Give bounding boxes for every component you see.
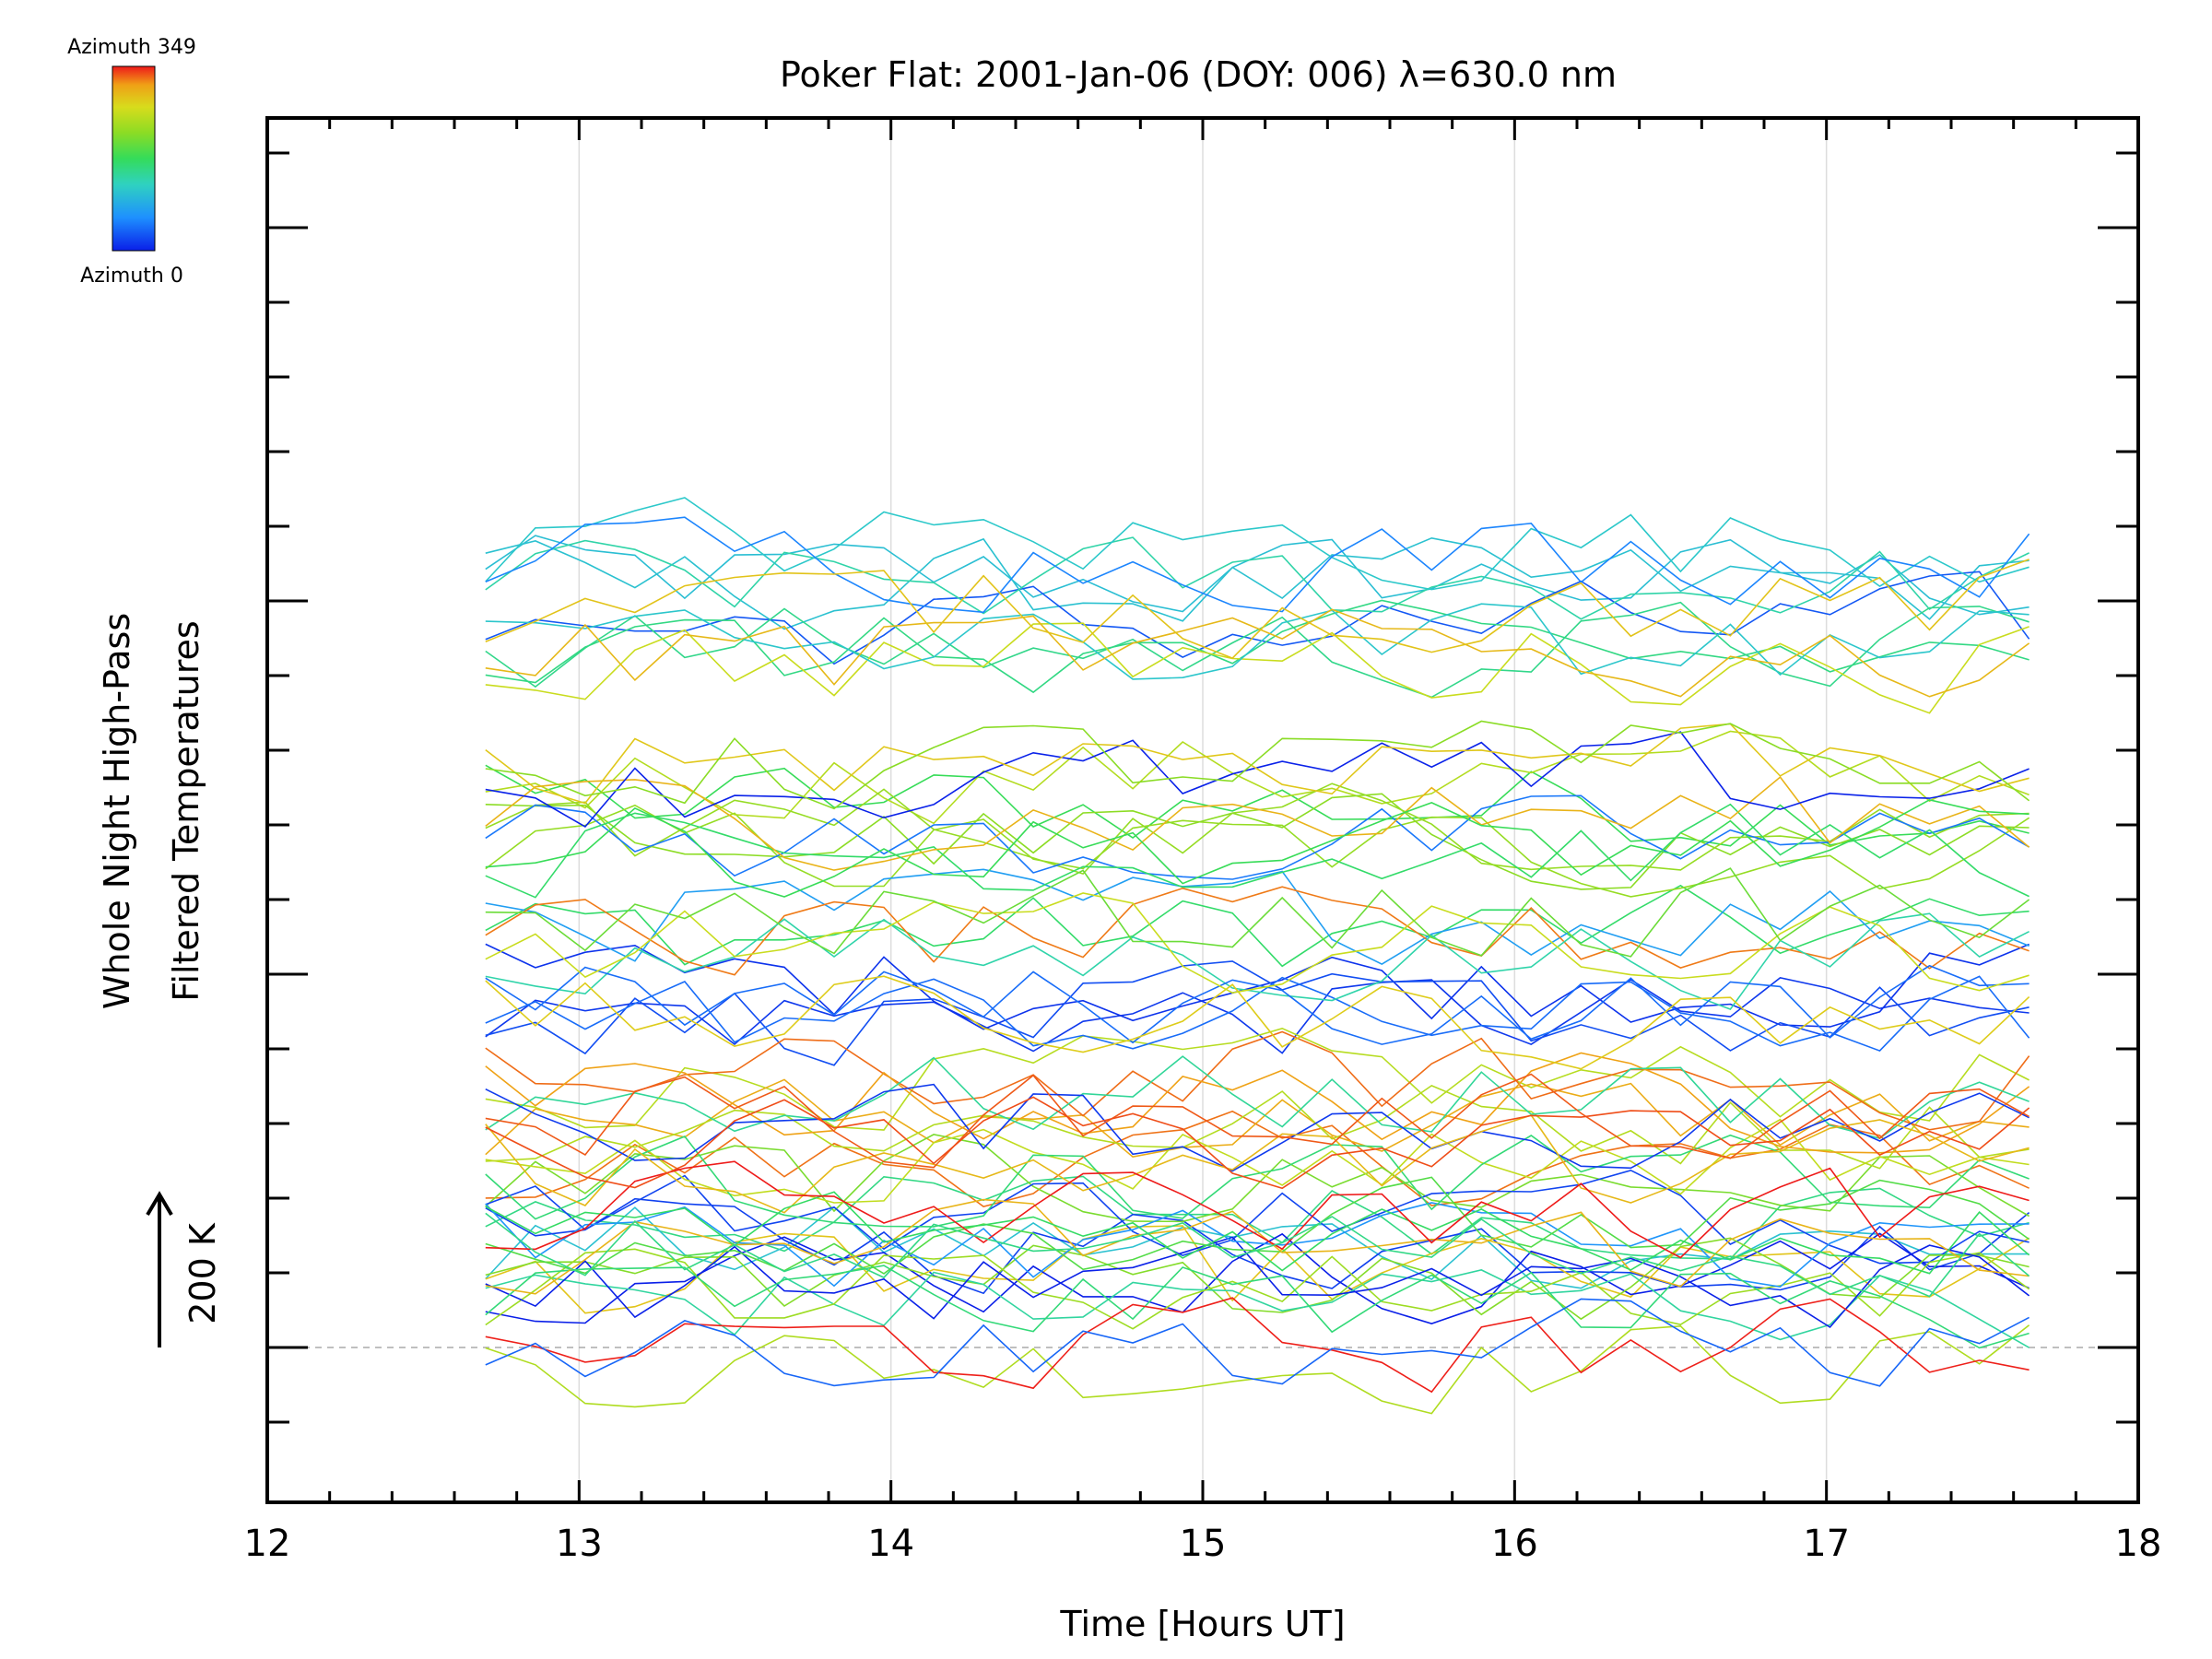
x-gridlines: [578, 118, 1828, 1502]
series-line: [485, 1237, 2030, 1321]
series-line: [485, 1297, 2030, 1394]
series-line: [485, 1324, 2030, 1415]
series-line: [485, 1198, 2030, 1295]
scale-label: 200 K: [182, 1222, 223, 1324]
series-line: [485, 723, 2030, 805]
series-line: [485, 1169, 2030, 1265]
series-line: [485, 1298, 2030, 1387]
x-tick-label: 18: [2115, 1523, 2162, 1565]
series-line: [485, 731, 2030, 829]
scale-indicator: 200 K: [146, 1191, 223, 1347]
series-line: [485, 1134, 2030, 1223]
series-line: [485, 1134, 2030, 1228]
series-line: [485, 1197, 2030, 1295]
axis-ticks: [265, 118, 2140, 1502]
series-group: [485, 497, 2030, 1415]
x-tick-label: 13: [556, 1523, 603, 1565]
series-line: [485, 1248, 2030, 1330]
colorbar-bottom-label: Azimuth 0: [80, 265, 183, 288]
series-line: [485, 975, 2030, 1053]
series-line: [485, 1110, 2030, 1207]
series-line: [485, 764, 2030, 847]
y-axis-label-line1: Whole Night High-Pass: [97, 613, 137, 1009]
series-line: [485, 1052, 2030, 1154]
series-line: [485, 892, 2030, 994]
series-line: [485, 535, 2030, 616]
x-axis-label: Time [Hours UT]: [1059, 1604, 1345, 1644]
series-line: [485, 794, 2030, 880]
series-line: [485, 516, 2030, 614]
series-line: [485, 804, 2030, 898]
series-line: [485, 1096, 2030, 1190]
scale-arrow-head: [146, 1191, 173, 1217]
series-line: [485, 1083, 2030, 1172]
series-line: [485, 603, 2030, 680]
series-line: [485, 497, 2030, 591]
x-tick-label: 15: [1180, 1523, 1227, 1565]
series-line: [485, 975, 2030, 1070]
series-line: [485, 1175, 2030, 1260]
y-axis-label-line2: Filtered Temperatures: [166, 620, 206, 1001]
series-line: [485, 912, 2030, 1010]
series-line: [485, 886, 2030, 976]
series-line: [485, 1078, 2030, 1159]
series-line: [485, 775, 2030, 871]
x-tick-label: 14: [867, 1523, 914, 1565]
x-tick-label: 16: [1491, 1523, 1538, 1565]
series-line: [485, 1202, 2030, 1288]
series-line: [485, 867, 2030, 958]
series-line: [485, 1212, 2030, 1298]
x-tick-labels: 12 13 14 15 16 17 18: [244, 1523, 2162, 1565]
series-line: [485, 1225, 2030, 1314]
series-line: [485, 960, 2030, 1066]
series-line: [485, 559, 2030, 660]
series-line: [485, 964, 2030, 1045]
series-line: [485, 599, 2030, 694]
series-line: [485, 1269, 2030, 1348]
series-line: [485, 1084, 2030, 1170]
series-line: [485, 868, 2030, 966]
colorbar: [112, 65, 156, 252]
series-line: [485, 608, 2030, 698]
series-line: [485, 803, 2030, 899]
colorbar-legend: Azimuth 349 Azimuth 0: [67, 36, 196, 288]
series-line: [485, 1160, 2030, 1259]
series-line: [485, 622, 2030, 714]
series-line: [485, 571, 2030, 665]
series-line: [485, 798, 2030, 898]
chart-title: Poker Flat: 2001-Jan-06 (DOY: 006) λ=630…: [780, 54, 1617, 95]
series-line: [485, 601, 2030, 699]
x-tick-label: 17: [1803, 1523, 1850, 1565]
series-line: [485, 1055, 2030, 1139]
series-line: [485, 536, 2030, 620]
series-line: [485, 1191, 2030, 1275]
colorbar-top-label: Azimuth 349: [67, 36, 196, 59]
series-line: [485, 1073, 2030, 1169]
series-line: [485, 1027, 2030, 1131]
series-line: [485, 720, 2030, 810]
series-line: [485, 884, 2030, 968]
series-line: [485, 1265, 2030, 1349]
series-line: [485, 943, 2030, 1030]
series-line: [485, 793, 2030, 890]
series-line: [485, 536, 2030, 630]
series-line: [485, 1114, 2030, 1214]
x-tick-label: 12: [244, 1523, 291, 1565]
series-line: [485, 730, 2030, 825]
series-line: [485, 977, 2030, 1054]
series-line: [485, 1232, 2030, 1324]
